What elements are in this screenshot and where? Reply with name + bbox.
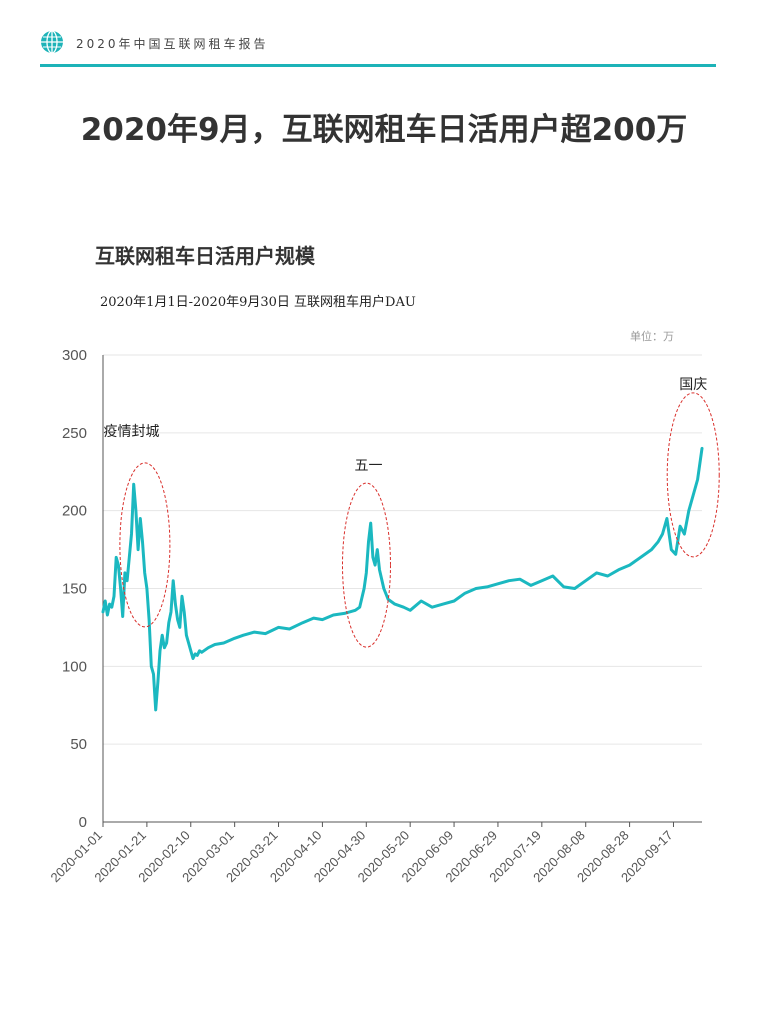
- annotation-ellipse: [119, 462, 171, 628]
- y-tick-label: 50: [70, 736, 87, 753]
- annotation-ellipse: [341, 482, 391, 648]
- y-tick-label: 250: [62, 425, 87, 442]
- y-tick-label: 0: [79, 814, 87, 831]
- header-title: 2020年中国互联网租车报告: [76, 37, 269, 51]
- y-tick-label: 300: [62, 347, 87, 364]
- chart-subtitle: 2020年1月1日-2020年9月30日 互联网租车用户DAU: [100, 295, 416, 310]
- report-header: 2020年中国互联网租车报告: [40, 28, 716, 67]
- globe-icon: [41, 30, 63, 54]
- page-title: 2020年9月，互联网租车日活用户超200万: [80, 112, 688, 148]
- y-tick-label: 150: [62, 581, 87, 598]
- series-line: [101, 446, 704, 712]
- annotation-ellipse: [666, 392, 720, 558]
- annotation-label: 疫情封城: [104, 424, 160, 440]
- unit-label: 单位：万: [630, 330, 674, 343]
- y-tick-label: 200: [62, 503, 87, 520]
- annotation-label: 国庆: [679, 377, 707, 393]
- annotation-label: 五一: [354, 458, 382, 474]
- y-tick-label: 100: [62, 658, 87, 675]
- chart-title: 互联网租车日活用户规模: [95, 244, 315, 268]
